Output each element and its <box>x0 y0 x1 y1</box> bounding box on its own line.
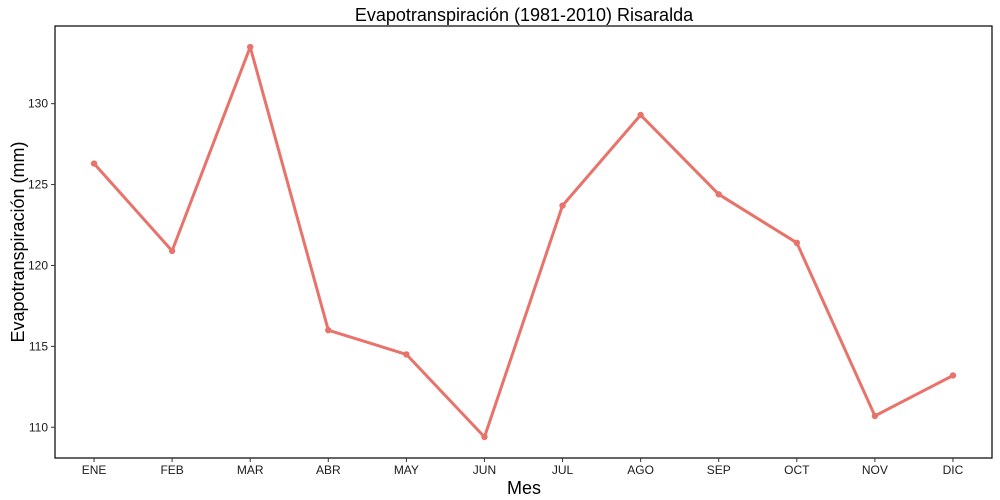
x-axis: ENE FEB MAR ABR MAY JUN JUL AGO SEP OCT NOV DIC <box>82 458 964 477</box>
x-tick-label: ABR <box>316 463 341 477</box>
data-point <box>793 239 800 247</box>
series-line <box>92 45 954 439</box>
x-tick-label: MAR <box>237 463 264 477</box>
series-layer <box>90 43 957 441</box>
x-tick-label: FEB <box>160 463 183 477</box>
data-point <box>559 202 566 209</box>
x-tick-label: MAY <box>394 463 419 477</box>
y-tick-label: 125 <box>28 178 48 192</box>
data-point <box>871 412 879 420</box>
x-tick-label: NOV <box>862 463 888 477</box>
data-point <box>715 191 722 198</box>
y-tick-label: 130 <box>28 97 48 111</box>
x-tick-label: JUL <box>552 463 574 477</box>
data-point <box>403 351 410 358</box>
data-point <box>949 372 957 379</box>
data-point <box>481 433 488 441</box>
y-axis: 110 115 120 125 130 <box>28 97 55 434</box>
plot-panel <box>54 25 993 459</box>
x-tick-label: DIC <box>943 463 964 477</box>
x-tick-label: ENE <box>82 463 107 477</box>
x-tick-label: OCT <box>784 463 810 477</box>
data-point <box>168 247 176 255</box>
y-tick-label: 115 <box>29 339 48 353</box>
x-axis-title: Mes <box>507 478 541 498</box>
x-tick-label: SEP <box>707 463 731 477</box>
data-point <box>637 111 644 119</box>
x-tick-label: AGO <box>627 463 654 477</box>
chart-title: Evapotranspiración (1981-2010) Risaralda <box>355 5 694 25</box>
data-point <box>325 326 332 334</box>
data-point <box>247 43 254 51</box>
data-point <box>90 160 98 167</box>
y-axis-title: Evapotranspiración (mm) <box>8 141 28 342</box>
y-tick-label: 110 <box>29 420 48 434</box>
y-tick-label: 120 <box>28 258 48 272</box>
x-tick-label: JUN <box>473 463 496 477</box>
